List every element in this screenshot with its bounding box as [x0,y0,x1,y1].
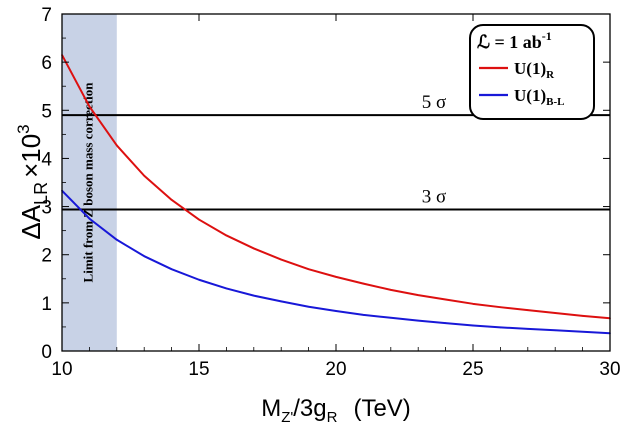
data-point [527,309,529,311]
x-tick-label: 15 [188,359,209,380]
data-point [390,289,392,291]
data-point [198,278,200,281]
x-axis-title-units: (TeV) [353,395,410,422]
x-tick-label: 30 [599,359,620,380]
data-point [225,234,228,237]
y-tick-label: 6 [41,53,52,74]
y-axis-title: ΔALR×103 [14,124,51,239]
data-point [472,324,474,327]
data-point [307,268,310,270]
x-axis-title-mid: /3g [293,395,326,422]
data-point [143,255,145,257]
data-point [335,310,337,312]
data-point [116,144,118,147]
data-point [88,105,91,108]
data-point [335,276,337,278]
threshold-label: 3 σ [422,186,447,207]
y-axis-title-main: ΔA [16,204,46,239]
legend-items: U(1)R U(1)B-L [479,59,564,108]
x-axis-ticks: 10 15 20 25 30 [51,14,621,380]
data-point [444,322,447,324]
y-tick-label: 7 [41,5,52,26]
data-point [88,217,91,220]
y-tick-label: 2 [41,246,52,267]
y-axis-title-sub: LR [31,182,51,205]
data-point [499,326,502,329]
x-axis-title-sub2: R [327,409,338,426]
data-point [554,312,556,314]
series-b-l [61,189,611,335]
data-point [170,268,173,270]
x-tick-label: 10 [51,359,72,380]
y-tick-label: 3 [41,198,52,219]
legend-title-prefix: ℒ = 1 [477,32,523,52]
data-point [390,316,392,319]
legend-title-unit: ab [523,32,542,52]
x-axis-title-sub1: Z' [281,409,293,426]
legend-label: U(1)B-L [514,86,564,108]
y-tick-label: 1 [41,294,52,315]
y-tick-label: 0 [41,342,52,363]
data-point [499,306,502,308]
data-point [280,258,283,261]
y-axis-title-sup: 3 [14,124,33,133]
data-point [253,247,255,250]
data-point [581,330,584,333]
data-point [280,300,283,303]
data-point [253,294,255,297]
data-point [116,238,118,241]
y-axis-title-mult: ×10 [16,134,46,178]
y-axis-ticks: 0 1 2 3 4 5 6 7 [41,5,610,363]
data-point [554,329,556,332]
legend-title: ℒ = 1 ab-1 [477,29,552,52]
data-point [225,287,228,290]
data-point [444,298,447,301]
data-point [417,294,420,296]
data-point [198,218,200,221]
legend: ℒ = 1 ab-1 U(1)R U(1)B-L [469,24,595,120]
data-point [307,305,310,308]
x-axis-title: MZ'/3gR (TeV) [261,395,411,426]
legend-label: U(1)R [514,59,555,81]
x-tick-label: 20 [325,359,346,380]
x-tick-label: 25 [462,359,483,380]
excluded-region-label: Limit from Z boson mass correction [80,82,95,283]
legend-title-sup: -1 [542,29,552,43]
y-tick-label: 4 [41,149,52,170]
data-point [527,328,529,330]
data-point [170,199,173,201]
data-point [417,319,420,322]
y-tick-label: 5 [41,101,52,122]
x-axis-title-main: M [261,395,281,422]
data-point [143,174,145,177]
data-point [362,282,365,285]
data-point [362,314,365,316]
threshold-label: 5 σ [422,92,447,113]
data-point [472,303,474,305]
data-point [581,315,584,317]
